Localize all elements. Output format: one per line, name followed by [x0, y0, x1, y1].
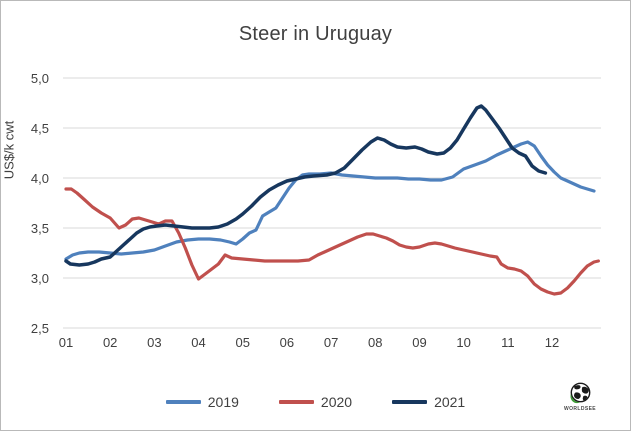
legend-label: 2021: [434, 394, 466, 410]
x-tick-label: 04: [191, 335, 206, 350]
legend: 2019 2020 2021: [1, 394, 630, 410]
logo-text: WORLDSEE: [563, 406, 597, 412]
y-tick-label: 4,5: [30, 121, 49, 136]
x-tick-label: 10: [456, 335, 471, 350]
y-tick-label: 4,0: [30, 171, 49, 186]
publisher-logo: WORLDSEE: [557, 381, 603, 412]
x-tick-label: 08: [368, 335, 383, 350]
series-line-2021: [64, 104, 548, 267]
y-tick-label: 3,5: [30, 221, 49, 236]
x-tick-label: 05: [235, 335, 250, 350]
y-tick-label: 2,5: [30, 321, 49, 336]
legend-swatch: [278, 400, 314, 404]
legend-item-2020: 2020: [278, 394, 353, 410]
x-tick-label: 06: [279, 335, 295, 350]
chart-title: Steer in Uruguay: [238, 23, 393, 45]
x-tick-label: 02: [102, 335, 118, 350]
legend-swatch: [392, 400, 428, 404]
series-line-2020: [64, 187, 601, 296]
x-tick-label: 07: [323, 335, 339, 350]
x-tick-label: 12: [544, 335, 560, 350]
x-tick-label: 11: [501, 335, 515, 350]
x-tick-label: 01: [58, 335, 74, 350]
y-tick-label: 3,0: [30, 271, 49, 286]
legend-label: 2019: [207, 394, 239, 410]
legend-swatch: [165, 400, 201, 404]
legend-item-2019: 2019: [165, 394, 239, 410]
legend-label: 2020: [320, 394, 353, 410]
globe-icon: [569, 382, 590, 404]
legend-item-2021: 2021: [392, 394, 465, 410]
y-tick-label: 5,0: [30, 71, 49, 86]
x-tick-label: 03: [147, 335, 162, 350]
series-line-2019: [64, 140, 596, 261]
x-tick-label: 09: [412, 335, 427, 350]
